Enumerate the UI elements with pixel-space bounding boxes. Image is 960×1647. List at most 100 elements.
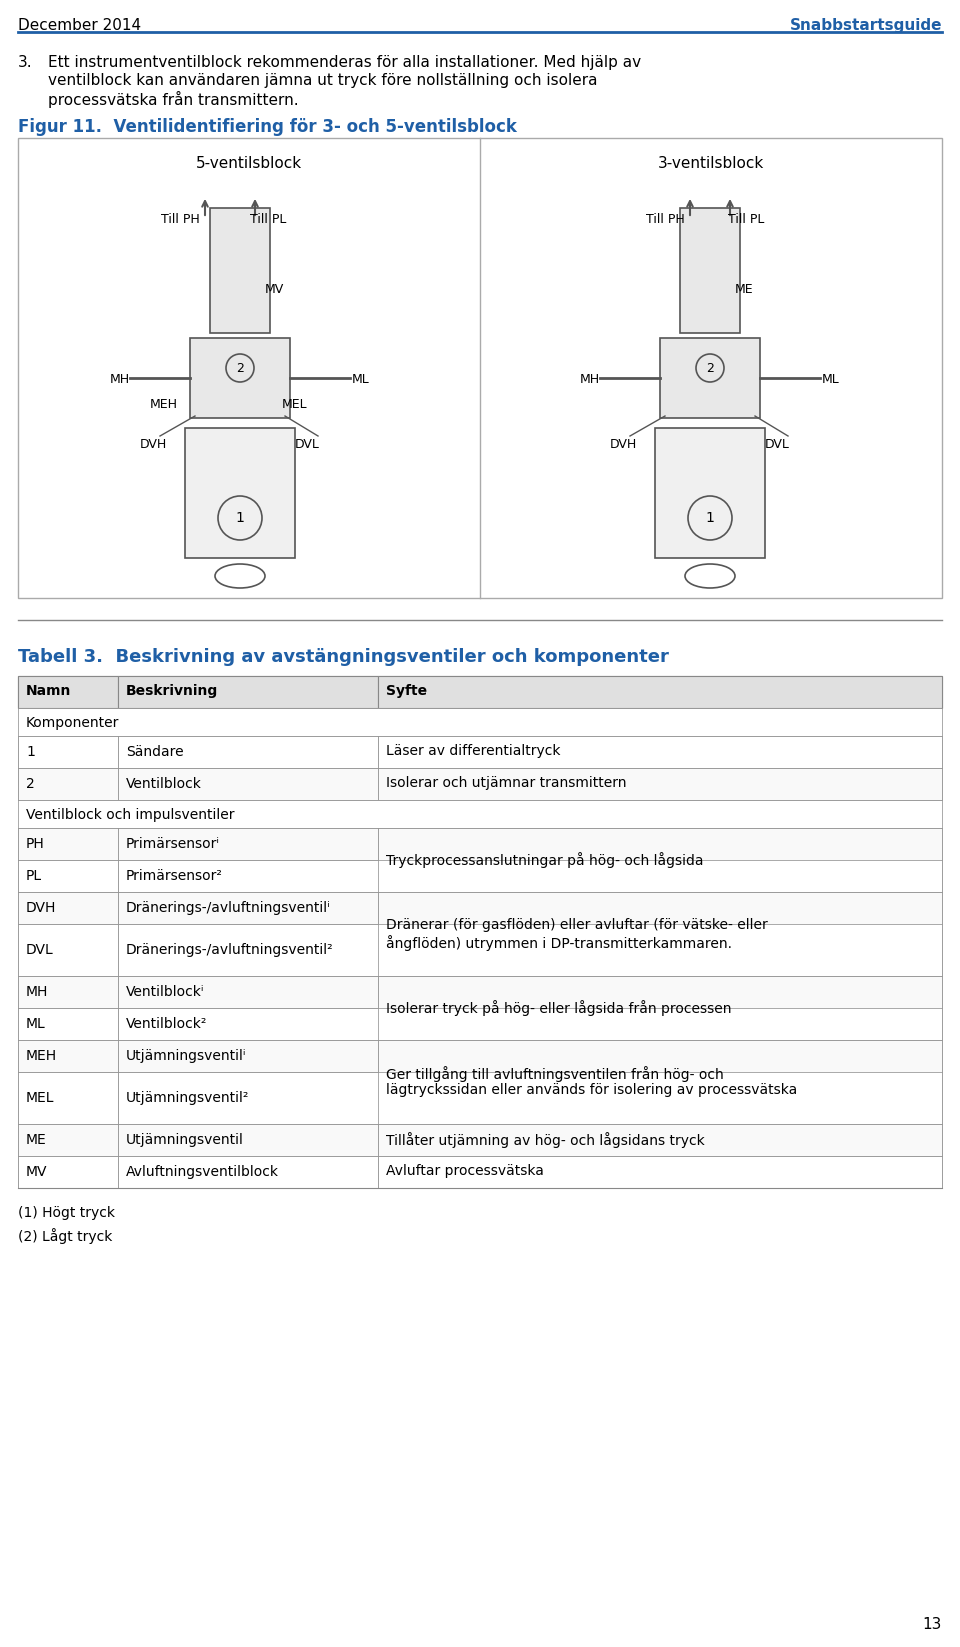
Text: MEH: MEH [150, 399, 178, 412]
Text: ME: ME [26, 1133, 47, 1146]
Text: lägtryckssidan eller används för isolering av processvätska: lägtryckssidan eller används för isoleri… [386, 1084, 797, 1097]
Bar [18, 675, 942, 708]
Text: ML: ML [352, 372, 370, 385]
Bar [18, 768, 118, 800]
Text: DVL: DVL [765, 438, 790, 451]
Bar [18, 736, 942, 768]
Bar [655, 428, 765, 558]
Bar [378, 1156, 942, 1187]
Text: Tryckprocessanslutningar på hög- och lågsida: Tryckprocessanslutningar på hög- och låg… [386, 851, 704, 868]
Bar [18, 893, 942, 924]
Bar [210, 208, 270, 333]
Text: Isolerar tryck på hög- eller lågsida från processen: Isolerar tryck på hög- eller lågsida frå… [386, 1000, 732, 1016]
Bar [118, 736, 378, 768]
Text: ML: ML [822, 372, 840, 385]
Text: Till PL: Till PL [250, 212, 286, 226]
Text: Avluftningsventilblock: Avluftningsventilblock [126, 1164, 279, 1179]
Bar [118, 977, 378, 1008]
Bar [18, 708, 942, 736]
Bar [378, 675, 942, 708]
Text: ML: ML [26, 1016, 46, 1031]
Bar [18, 977, 118, 1008]
Text: DVH: DVH [140, 438, 167, 451]
Text: Ett instrumentventilblock rekommenderas för alla installationer. Med hjälp av: Ett instrumentventilblock rekommenderas … [48, 54, 641, 71]
Bar [18, 800, 942, 828]
Text: Ventilblockⁱ: Ventilblockⁱ [126, 985, 204, 1000]
Bar [185, 428, 295, 558]
Text: Ventilblock och impulsventiler: Ventilblock och impulsventiler [26, 809, 234, 822]
Text: MV: MV [265, 283, 284, 296]
Text: Dränerar (för gasflöden) eller avluftar (för vätske- eller: Dränerar (för gasflöden) eller avluftar … [386, 917, 768, 932]
Bar [378, 977, 942, 1039]
Text: DVH: DVH [26, 901, 57, 916]
Bar [18, 1072, 118, 1123]
Text: (2) Lågt tryck: (2) Lågt tryck [18, 1229, 112, 1243]
Bar [118, 1008, 378, 1039]
Text: MH: MH [580, 372, 600, 385]
Text: Syfte: Syfte [386, 684, 427, 698]
Text: Komponenter: Komponenter [26, 716, 119, 730]
Bar [378, 893, 942, 977]
Bar [378, 828, 942, 893]
Bar [378, 736, 942, 768]
Bar [118, 1039, 378, 1072]
Bar [18, 893, 118, 924]
Text: Till PL: Till PL [728, 212, 764, 226]
Text: Utjämningsventil²: Utjämningsventil² [126, 1090, 250, 1105]
Bar [118, 893, 378, 924]
Text: 2: 2 [26, 777, 35, 791]
Text: Isolerar och utjämnar transmittern: Isolerar och utjämnar transmittern [386, 776, 627, 791]
Text: Sändare: Sändare [126, 744, 183, 759]
Bar [18, 1039, 942, 1072]
Bar [18, 977, 942, 1008]
Text: Ger tillgång till avluftningsventilen från hög- och: Ger tillgång till avluftningsventilen fr… [386, 1066, 724, 1082]
Text: Dränerings-/avluftningsventilⁱ: Dränerings-/avluftningsventilⁱ [126, 901, 331, 916]
Text: Snabbstartsguide: Snabbstartsguide [789, 18, 942, 33]
Bar [118, 768, 378, 800]
Bar [18, 828, 942, 860]
Text: ventilblock kan användaren jämna ut tryck före nollställning och isolera: ventilblock kan användaren jämna ut tryc… [48, 72, 597, 87]
Bar [18, 924, 118, 977]
Text: December 2014: December 2014 [18, 18, 141, 33]
Bar [18, 924, 942, 977]
Bar [118, 1156, 378, 1187]
Text: Ventilblock²: Ventilblock² [126, 1016, 207, 1031]
Text: 2: 2 [706, 361, 714, 374]
Text: 1: 1 [235, 511, 245, 525]
Text: ångflöden) utrymmen i DP-transmitterkammaren.: ångflöden) utrymmen i DP-transmitterkamm… [386, 935, 732, 950]
Text: 5-ventilsblock: 5-ventilsblock [196, 156, 302, 171]
Text: Dränerings-/avluftningsventil²: Dränerings-/avluftningsventil² [126, 944, 334, 957]
Text: MV: MV [26, 1164, 47, 1179]
Bar [18, 1123, 118, 1156]
Bar [18, 1156, 118, 1187]
Text: 2: 2 [236, 361, 244, 374]
Bar [18, 1072, 942, 1123]
Text: Läser av differentialtryck: Läser av differentialtryck [386, 744, 561, 758]
Bar [18, 768, 942, 800]
Text: 1: 1 [706, 511, 714, 525]
Text: PL: PL [26, 870, 42, 883]
Text: 3-ventilsblock: 3-ventilsblock [658, 156, 764, 171]
Text: Ventilblock: Ventilblock [126, 777, 202, 791]
Text: 1: 1 [26, 744, 35, 759]
Bar [18, 828, 118, 860]
Bar [18, 1008, 942, 1039]
Text: Till PH: Till PH [161, 212, 200, 226]
Text: 3.: 3. [18, 54, 33, 71]
Text: Tabell 3.  Beskrivning av avstängningsventiler och komponenter: Tabell 3. Beskrivning av avstängningsven… [18, 647, 669, 665]
Text: MH: MH [26, 985, 48, 1000]
Text: Primärsensor²: Primärsensor² [126, 870, 223, 883]
Text: MEL: MEL [26, 1090, 55, 1105]
Bar [118, 860, 378, 893]
Bar [190, 338, 290, 418]
Bar [18, 1123, 942, 1156]
Bar [378, 1039, 942, 1123]
Text: Figur 11.  Ventilidentifiering för 3- och 5-ventilsblock: Figur 11. Ventilidentifiering för 3- och… [18, 119, 516, 137]
Text: DVH: DVH [610, 438, 637, 451]
Bar [18, 1156, 942, 1187]
Bar [18, 736, 118, 768]
Text: Till PH: Till PH [646, 212, 685, 226]
Bar [18, 860, 942, 893]
Text: MEH: MEH [26, 1049, 58, 1062]
Text: MEL: MEL [282, 399, 307, 412]
